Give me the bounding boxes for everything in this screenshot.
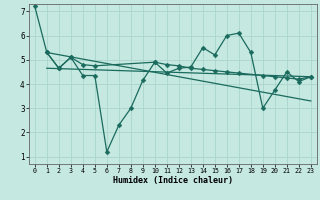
X-axis label: Humidex (Indice chaleur): Humidex (Indice chaleur) <box>113 176 233 185</box>
